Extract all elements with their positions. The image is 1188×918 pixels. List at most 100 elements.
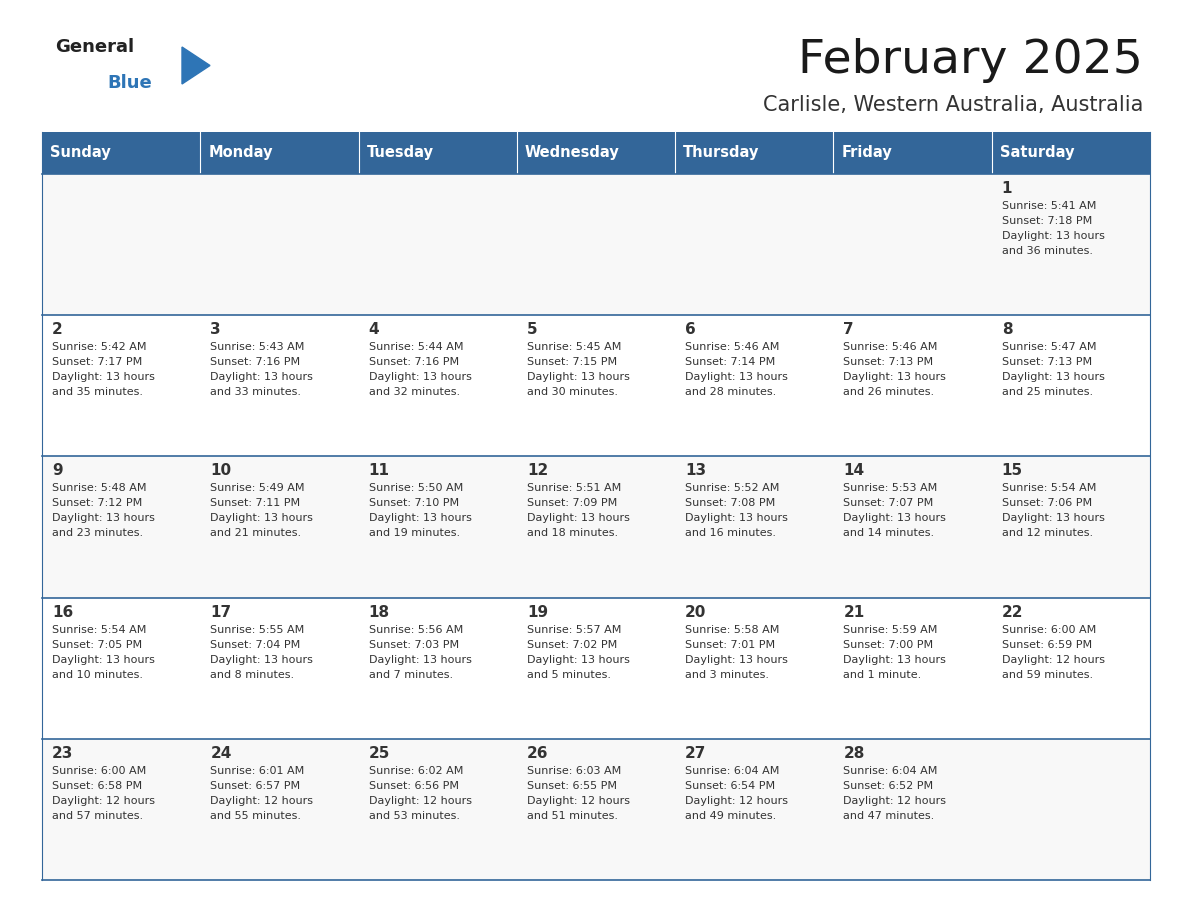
Text: Daylight: 12 hours: Daylight: 12 hours xyxy=(368,796,472,806)
Text: Daylight: 12 hours: Daylight: 12 hours xyxy=(843,796,947,806)
Text: 16: 16 xyxy=(52,605,74,620)
Text: Daylight: 12 hours: Daylight: 12 hours xyxy=(685,796,788,806)
Text: and 26 minutes.: and 26 minutes. xyxy=(843,387,935,397)
Bar xyxy=(42,456,201,598)
Text: Sunrise: 6:00 AM: Sunrise: 6:00 AM xyxy=(52,766,146,776)
Text: Sunrise: 5:54 AM: Sunrise: 5:54 AM xyxy=(52,624,146,634)
Bar xyxy=(517,739,675,880)
Bar xyxy=(834,598,992,739)
Text: Thursday: Thursday xyxy=(683,145,759,161)
Text: Sunrise: 6:04 AM: Sunrise: 6:04 AM xyxy=(843,766,937,776)
Text: and 59 minutes.: and 59 minutes. xyxy=(1001,669,1093,679)
Text: Sunset: 7:02 PM: Sunset: 7:02 PM xyxy=(526,640,617,650)
Text: 11: 11 xyxy=(368,464,390,478)
Text: 12: 12 xyxy=(526,464,548,478)
Text: and 23 minutes.: and 23 minutes. xyxy=(52,529,143,538)
Text: and 18 minutes.: and 18 minutes. xyxy=(526,529,618,538)
Text: Sunrise: 6:01 AM: Sunrise: 6:01 AM xyxy=(210,766,304,776)
Text: Sunset: 6:56 PM: Sunset: 6:56 PM xyxy=(368,781,459,790)
Bar xyxy=(201,174,359,315)
Text: Sunrise: 6:04 AM: Sunrise: 6:04 AM xyxy=(685,766,779,776)
Text: 17: 17 xyxy=(210,605,232,620)
Text: Daylight: 13 hours: Daylight: 13 hours xyxy=(1001,513,1105,523)
Text: Daylight: 12 hours: Daylight: 12 hours xyxy=(1001,655,1105,665)
Text: Sunset: 6:57 PM: Sunset: 6:57 PM xyxy=(210,781,301,790)
Text: 8: 8 xyxy=(1001,322,1012,337)
Text: Sunset: 7:08 PM: Sunset: 7:08 PM xyxy=(685,498,776,509)
Bar xyxy=(834,132,992,174)
Text: Sunrise: 5:50 AM: Sunrise: 5:50 AM xyxy=(368,484,463,493)
Text: and 35 minutes.: and 35 minutes. xyxy=(52,387,143,397)
Text: Daylight: 13 hours: Daylight: 13 hours xyxy=(526,372,630,382)
Text: Sunrise: 5:49 AM: Sunrise: 5:49 AM xyxy=(210,484,305,493)
Text: General: General xyxy=(55,38,134,56)
Text: Sunset: 6:58 PM: Sunset: 6:58 PM xyxy=(52,781,143,790)
Bar xyxy=(675,456,834,598)
Text: Sunrise: 5:41 AM: Sunrise: 5:41 AM xyxy=(1001,201,1097,211)
Bar xyxy=(834,739,992,880)
Text: Sunset: 7:13 PM: Sunset: 7:13 PM xyxy=(843,357,934,367)
Text: Sunset: 7:03 PM: Sunset: 7:03 PM xyxy=(368,640,459,650)
Text: and 51 minutes.: and 51 minutes. xyxy=(526,811,618,821)
Bar xyxy=(42,739,201,880)
Bar xyxy=(834,456,992,598)
Text: Sunrise: 6:00 AM: Sunrise: 6:00 AM xyxy=(1001,624,1097,634)
Text: Sunrise: 5:57 AM: Sunrise: 5:57 AM xyxy=(526,624,621,634)
Text: Daylight: 13 hours: Daylight: 13 hours xyxy=(526,655,630,665)
Text: Sunrise: 5:43 AM: Sunrise: 5:43 AM xyxy=(210,342,304,353)
Text: Sunrise: 5:52 AM: Sunrise: 5:52 AM xyxy=(685,484,779,493)
Text: Sunrise: 5:46 AM: Sunrise: 5:46 AM xyxy=(685,342,779,353)
Text: Tuesday: Tuesday xyxy=(366,145,434,161)
Text: and 53 minutes.: and 53 minutes. xyxy=(368,811,460,821)
Bar xyxy=(201,456,359,598)
Text: Daylight: 13 hours: Daylight: 13 hours xyxy=(685,655,788,665)
Text: Daylight: 13 hours: Daylight: 13 hours xyxy=(843,513,947,523)
Bar xyxy=(992,132,1150,174)
Text: Daylight: 13 hours: Daylight: 13 hours xyxy=(685,513,788,523)
Text: and 25 minutes.: and 25 minutes. xyxy=(1001,387,1093,397)
Text: Saturday: Saturday xyxy=(999,145,1074,161)
Bar xyxy=(517,315,675,456)
Text: Daylight: 13 hours: Daylight: 13 hours xyxy=(210,372,314,382)
Bar xyxy=(201,132,359,174)
Text: 22: 22 xyxy=(1001,605,1023,620)
Text: Sunset: 7:09 PM: Sunset: 7:09 PM xyxy=(526,498,617,509)
Text: and 21 minutes.: and 21 minutes. xyxy=(210,529,302,538)
Text: Sunrise: 5:54 AM: Sunrise: 5:54 AM xyxy=(1001,484,1097,493)
Bar xyxy=(992,739,1150,880)
Bar xyxy=(992,315,1150,456)
Bar xyxy=(359,174,517,315)
Text: Sunset: 7:00 PM: Sunset: 7:00 PM xyxy=(843,640,934,650)
Text: Daylight: 12 hours: Daylight: 12 hours xyxy=(526,796,630,806)
Text: Sunset: 7:13 PM: Sunset: 7:13 PM xyxy=(1001,357,1092,367)
Text: Sunset: 6:52 PM: Sunset: 6:52 PM xyxy=(843,781,934,790)
Text: Daylight: 13 hours: Daylight: 13 hours xyxy=(210,513,314,523)
Text: Daylight: 13 hours: Daylight: 13 hours xyxy=(526,513,630,523)
Text: Sunrise: 5:53 AM: Sunrise: 5:53 AM xyxy=(843,484,937,493)
Text: Daylight: 13 hours: Daylight: 13 hours xyxy=(52,513,154,523)
Bar xyxy=(834,315,992,456)
Text: 15: 15 xyxy=(1001,464,1023,478)
Bar xyxy=(359,315,517,456)
Text: and 36 minutes.: and 36 minutes. xyxy=(1001,246,1093,256)
Text: and 1 minute.: and 1 minute. xyxy=(843,669,922,679)
Text: Daylight: 12 hours: Daylight: 12 hours xyxy=(210,796,314,806)
Text: Daylight: 13 hours: Daylight: 13 hours xyxy=(843,372,947,382)
Text: Sunrise: 5:47 AM: Sunrise: 5:47 AM xyxy=(1001,342,1097,353)
Bar xyxy=(517,456,675,598)
Bar xyxy=(42,174,201,315)
Text: 27: 27 xyxy=(685,745,707,761)
Text: 25: 25 xyxy=(368,745,390,761)
Text: Sunrise: 5:58 AM: Sunrise: 5:58 AM xyxy=(685,624,779,634)
Text: Sunrise: 5:42 AM: Sunrise: 5:42 AM xyxy=(52,342,146,353)
Bar xyxy=(675,132,834,174)
Bar xyxy=(834,174,992,315)
Text: Sunrise: 5:46 AM: Sunrise: 5:46 AM xyxy=(843,342,937,353)
Text: Sunrise: 5:59 AM: Sunrise: 5:59 AM xyxy=(843,624,937,634)
Text: 21: 21 xyxy=(843,605,865,620)
Text: Sunset: 7:07 PM: Sunset: 7:07 PM xyxy=(843,498,934,509)
Bar xyxy=(42,598,201,739)
Text: and 32 minutes.: and 32 minutes. xyxy=(368,387,460,397)
Text: Sunset: 7:04 PM: Sunset: 7:04 PM xyxy=(210,640,301,650)
Text: and 16 minutes.: and 16 minutes. xyxy=(685,529,776,538)
